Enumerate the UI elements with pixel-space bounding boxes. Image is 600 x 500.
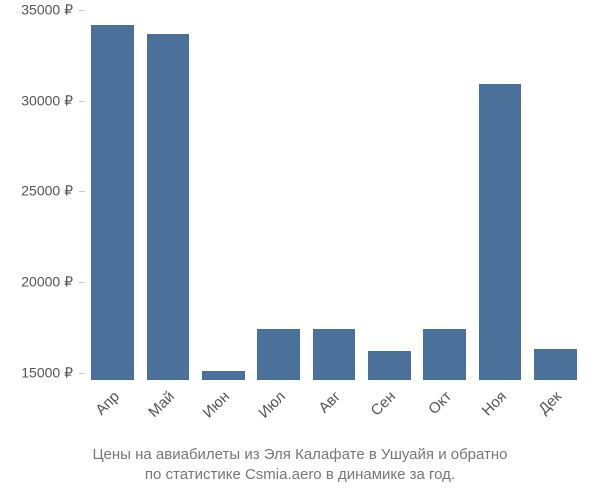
y-tick-label: 25000 ₽ [21, 183, 73, 200]
bar [147, 34, 190, 380]
y-tick-line [79, 101, 85, 102]
y-tick-label: 30000 ₽ [21, 92, 73, 109]
price-bar-chart: 15000 ₽ 20000 ₽ 25000 ₽ 30000 ₽ 35000 ₽ Апр Ма… [0, 0, 600, 500]
x-axis-label: Дек [536, 388, 566, 418]
bar [202, 371, 245, 380]
bar [534, 349, 577, 380]
plot-area: 15000 ₽20000 ₽25000 ₽30000 ₽35000 ₽АпрМа… [85, 10, 583, 380]
bar [91, 25, 134, 380]
x-axis-label: Ноя [479, 388, 510, 419]
caption-line-2: по статистике Csmia.aero в динамике за г… [145, 466, 455, 483]
y-tick-label: 15000 ₽ [21, 364, 73, 381]
bar [423, 329, 466, 380]
bar [313, 329, 356, 380]
chart-caption: Цены на авиабилеты из Эля Калафате в Ушу… [0, 445, 600, 486]
bar [257, 329, 300, 380]
caption-line-1: Цены на авиабилеты из Эля Калафате в Ушу… [92, 446, 507, 463]
y-tick-line [79, 10, 85, 11]
x-axis-label: Авг [315, 388, 344, 417]
x-axis-label: Окт [425, 388, 455, 418]
y-tick-line [79, 282, 85, 283]
x-axis-label: Июл [255, 388, 289, 422]
y-tick-label: 20000 ₽ [21, 274, 73, 291]
x-axis-label: Апр [92, 388, 123, 419]
x-axis-label: Май [145, 388, 178, 421]
bar [479, 84, 522, 380]
y-tick-label: 35000 ₽ [21, 2, 73, 19]
x-axis-label: Июн [200, 388, 233, 421]
bar [368, 351, 411, 380]
x-axis-label: Сен [368, 388, 399, 419]
y-tick-line [79, 373, 85, 374]
y-tick-line [79, 191, 85, 192]
